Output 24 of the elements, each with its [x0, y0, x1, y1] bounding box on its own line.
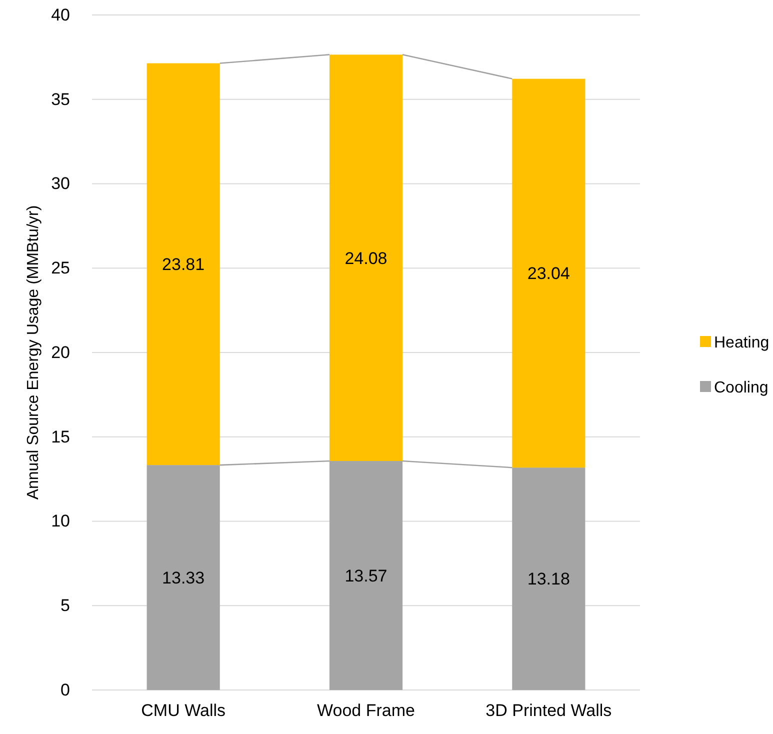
- bar: [146, 63, 220, 466]
- bar: [512, 78, 586, 468]
- x-tick-label: 3D Printed Walls: [486, 701, 612, 720]
- y-tick-label: 40: [51, 5, 70, 24]
- y-tick-label: 35: [51, 90, 70, 109]
- x-tick-label: Wood Frame: [317, 701, 415, 720]
- data-label: 13.18: [527, 570, 570, 589]
- data-label: 23.81: [162, 255, 205, 274]
- legend-label: Cooling: [714, 380, 768, 397]
- y-tick-label: 0: [60, 680, 70, 700]
- y-tick-label: 30: [51, 174, 70, 194]
- y-axis-title: Annual Source Energy Usage (MMBtu/yr): [25, 205, 42, 500]
- y-tick-label: 15: [51, 427, 70, 446]
- data-label: 13.33: [162, 568, 205, 588]
- y-tick-label: 10: [51, 512, 70, 531]
- x-tick-label: CMU Walls: [141, 701, 226, 720]
- data-label: 13.57: [344, 566, 388, 586]
- y-tick-label: 20: [51, 342, 70, 362]
- bar: [329, 54, 403, 462]
- data-label: 24.08: [344, 248, 388, 268]
- y-tick-label: 25: [51, 258, 70, 278]
- y-tick-label: 5: [60, 596, 70, 616]
- legend-label: Heating: [714, 334, 770, 352]
- data-label: 23.04: [527, 264, 570, 284]
